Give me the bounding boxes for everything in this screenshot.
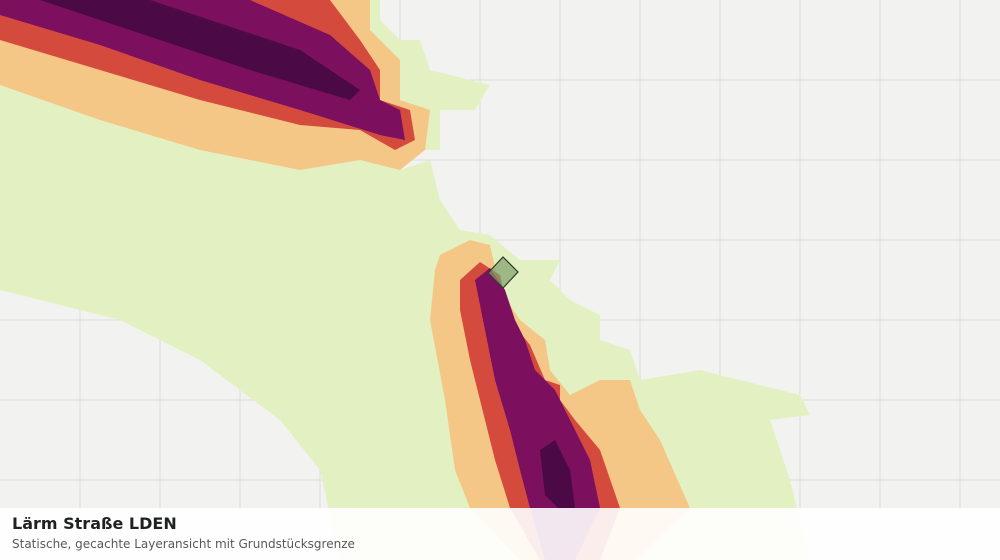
caption-title: Lärm Straße LDEN <box>12 514 177 533</box>
parcel-boundary <box>487 256 519 289</box>
caption-panel <box>0 508 1000 560</box>
noise-zones-south <box>430 240 690 560</box>
noise-zones-north <box>0 0 430 170</box>
caption-subtitle: Statische, gecachte Layeransicht mit Gru… <box>12 537 355 551</box>
